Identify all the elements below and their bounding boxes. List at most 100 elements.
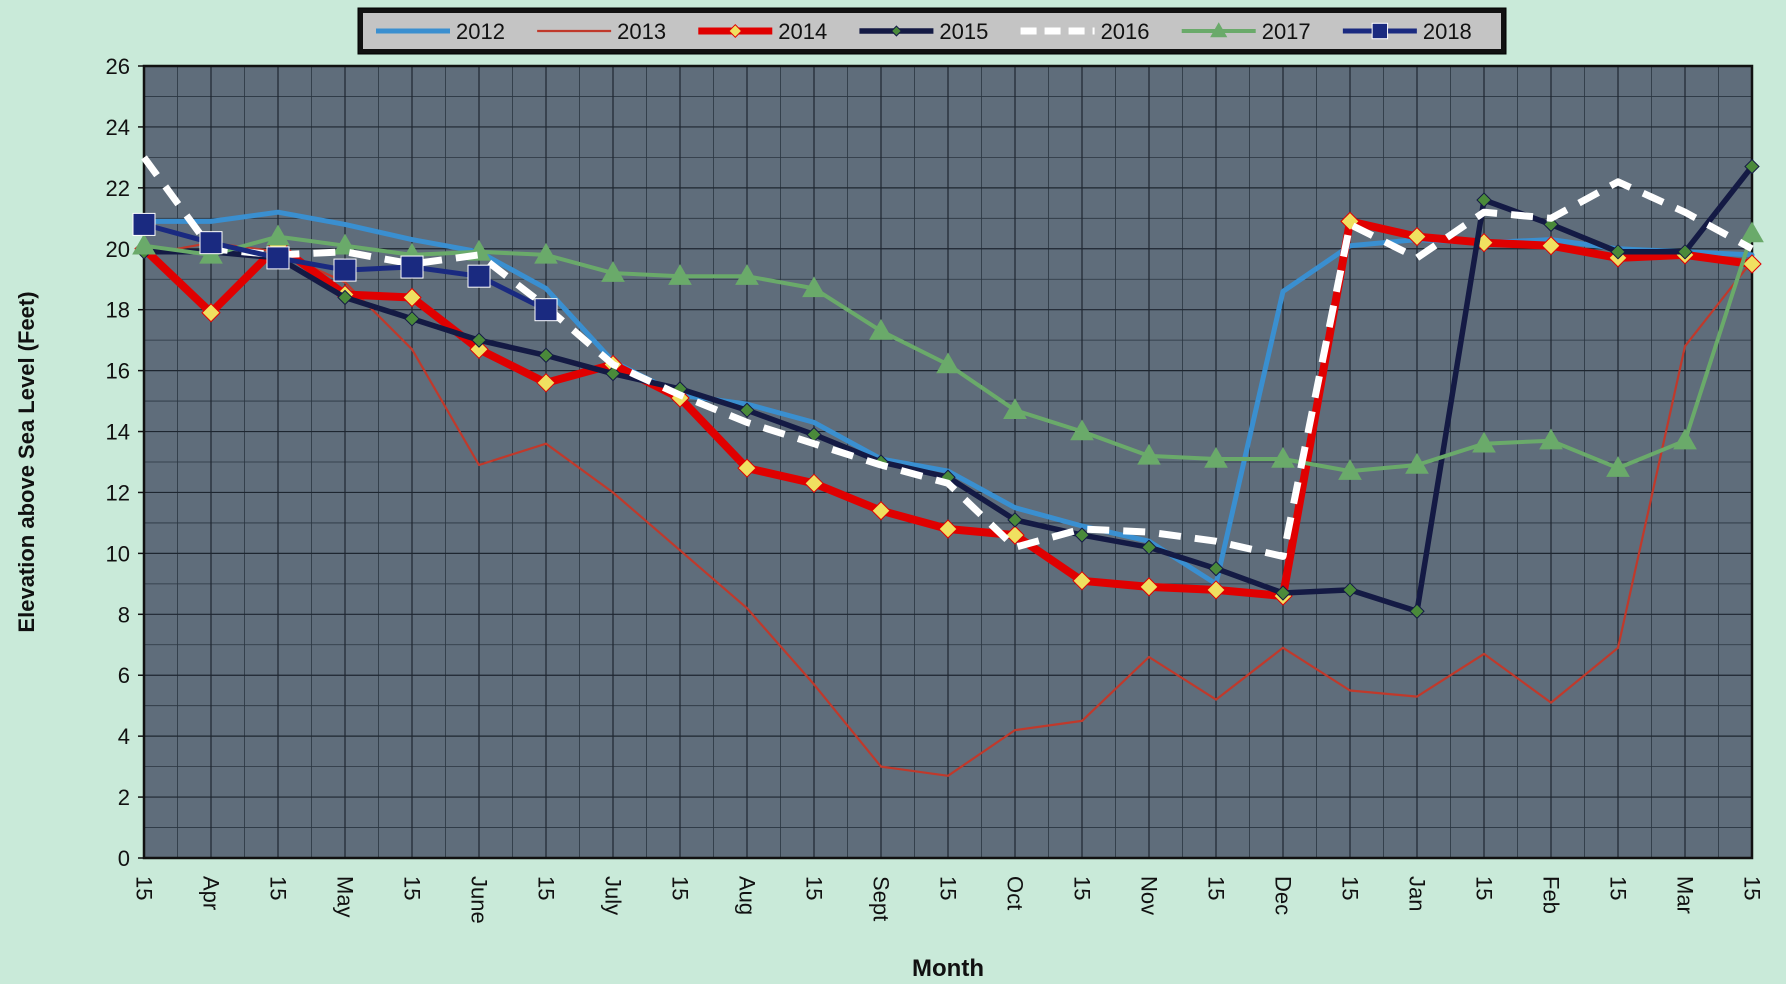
data-point-2015 (1208, 560, 1224, 577)
data-point-2017 (1472, 431, 1496, 453)
data-point-2018 (467, 264, 491, 288)
x-tick-label: Oct (1003, 876, 1028, 910)
legend-marker-2014 (728, 23, 743, 39)
data-point-2014 (201, 303, 221, 323)
data-point-2015 (1141, 539, 1157, 555)
data-point-2017 (1405, 453, 1429, 474)
data-point-2014 (804, 473, 824, 494)
data-point-2015 (1409, 603, 1425, 619)
y-tick-label: 20 (106, 237, 130, 262)
x-tick-label: 15 (668, 876, 693, 900)
data-point-2017 (869, 319, 893, 340)
series-line-2013 (142, 241, 1754, 777)
data-point-2018 (400, 255, 424, 279)
x-tick-label: Mar (1673, 876, 1698, 914)
data-point-2015 (337, 289, 353, 306)
data-point-2017 (1137, 443, 1161, 465)
data-point-2014 (1407, 226, 1427, 247)
legend-label-2013: 2013 (617, 19, 666, 44)
data-point-2017 (1539, 428, 1563, 450)
x-tick-label: Nov (1137, 876, 1162, 915)
data-point-2018 (266, 246, 290, 270)
x-tick-label: 15 (1472, 876, 1497, 900)
data-point-2014 (737, 458, 757, 478)
data-point-2015 (404, 311, 420, 327)
data-point-2014 (402, 287, 422, 308)
data-point-2015 (471, 332, 487, 348)
series-2015 (136, 158, 1760, 619)
series-2016 (141, 155, 1754, 560)
legend-marker-2017 (1210, 22, 1228, 38)
data-point-2015 (1007, 512, 1023, 528)
y-tick-label: 16 (106, 359, 130, 384)
x-tick-label: 15 (400, 876, 425, 900)
x-tick-label: June (467, 876, 492, 924)
data-point-2015 (1744, 158, 1760, 175)
data-point-2017 (1338, 459, 1362, 480)
data-point-2017 (802, 276, 826, 298)
series-line-2016 (141, 155, 1754, 560)
y-tick-label: 26 (106, 54, 130, 79)
data-point-2017 (936, 352, 960, 374)
data-point-2017 (1070, 419, 1094, 441)
data-point-2015 (1610, 244, 1626, 260)
series-2018 (132, 212, 558, 322)
x-tick-label: Aug (735, 876, 760, 915)
x-tick-label: 15 (534, 876, 559, 900)
legend-label-2017: 2017 (1262, 19, 1311, 44)
data-point-2014 (1005, 525, 1025, 545)
data-point-2017 (1271, 446, 1295, 468)
data-point-2018 (199, 231, 223, 255)
x-tick-label: Sept (869, 876, 894, 921)
data-point-2015 (1275, 585, 1291, 601)
data-point-2015 (1342, 582, 1358, 598)
data-point-2017 (1673, 428, 1697, 450)
x-tick-label: May (333, 876, 358, 918)
x-tick-label: 15 (266, 876, 291, 900)
data-point-2014 (1139, 577, 1159, 597)
data-point-2014 (1206, 580, 1226, 600)
y-tick-label: 24 (106, 115, 130, 140)
data-point-2017 (735, 264, 759, 285)
y-tick-label: 8 (118, 602, 130, 627)
x-tick-label: Feb (1539, 876, 1564, 914)
data-point-2014 (1742, 254, 1762, 274)
data-point-2014 (871, 501, 891, 521)
legend-label-2016: 2016 (1101, 19, 1150, 44)
series-2013 (142, 241, 1754, 777)
x-tick-label: 15 (1606, 876, 1631, 900)
y-axis-title: Elevation above Sea Level (Feet) (14, 291, 39, 632)
data-point-2017 (333, 233, 357, 255)
x-tick-label: 15 (1070, 876, 1095, 900)
data-point-2017 (266, 224, 290, 246)
legend-label-2012: 2012 (456, 19, 505, 44)
data-point-2015 (1476, 192, 1492, 208)
legend-label-2015: 2015 (939, 19, 988, 44)
data-point-2014 (938, 519, 958, 539)
data-point-2018 (132, 212, 156, 236)
x-tick-label: Dec (1271, 876, 1296, 915)
legend-label-2014: 2014 (778, 19, 827, 44)
data-point-2015 (538, 347, 554, 364)
legend-marker-2018 (1371, 22, 1389, 40)
y-tick-label: 12 (106, 480, 130, 505)
y-tick-label: 0 (118, 846, 130, 871)
data-point-2014 (1541, 236, 1561, 256)
data-point-2015 (1677, 244, 1693, 260)
data-point-2018 (534, 298, 558, 322)
x-tick-label: 15 (132, 876, 157, 900)
data-point-2017 (1740, 221, 1764, 243)
legend-label-2018: 2018 (1423, 19, 1472, 44)
data-point-2017 (668, 264, 692, 285)
data-point-2017 (132, 233, 156, 255)
data-point-2017 (534, 242, 558, 264)
data-point-2014 (1072, 571, 1092, 591)
y-tick-label: 6 (118, 663, 130, 688)
legend-marker-2015 (890, 25, 903, 37)
data-point-2015 (1074, 527, 1090, 543)
x-tick-label: Jan (1405, 876, 1430, 911)
y-tick-label: 2 (118, 785, 130, 810)
y-tick-label: 10 (106, 541, 130, 566)
